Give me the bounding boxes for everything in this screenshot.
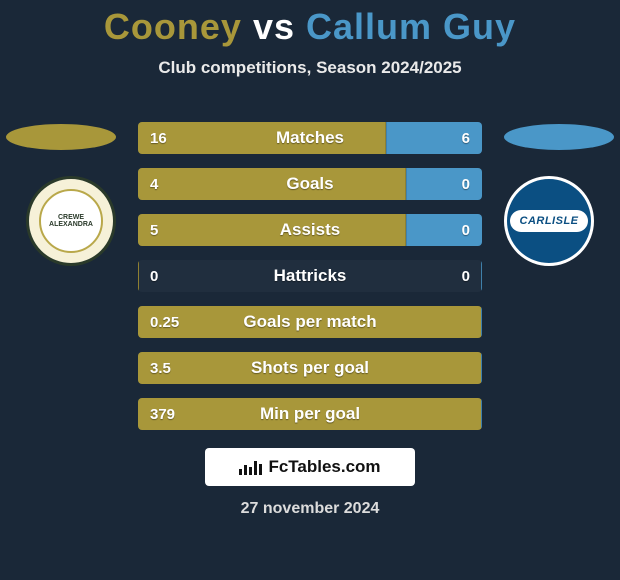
bar-fill-left <box>138 168 406 200</box>
stat-value-left: 4 <box>150 168 158 200</box>
stat-value-left: 3.5 <box>150 352 171 384</box>
club-badge-left-inner: CREWE ALEXANDRA <box>39 189 103 253</box>
stat-row: Assists50 <box>138 214 482 246</box>
bar-fill-right <box>406 168 482 200</box>
bar-fill-right <box>481 306 482 338</box>
bar-fill-left <box>138 122 386 154</box>
player2-name: Callum Guy <box>306 6 516 47</box>
bar-fill-right <box>481 352 482 384</box>
player2-ellipse <box>504 124 614 150</box>
stat-row: Shots per goal3.5 <box>138 352 482 384</box>
stat-value-left: 0.25 <box>150 306 179 338</box>
stat-value-left: 0 <box>150 260 158 292</box>
footer-date: 27 november 2024 <box>0 500 620 518</box>
stat-value-right: 0 <box>462 214 470 246</box>
club-badge-right-stripe: CARLISLE <box>510 210 588 232</box>
bar-fill-left <box>138 214 406 246</box>
bar-fill-left <box>138 352 482 384</box>
stat-value-left: 5 <box>150 214 158 246</box>
stat-value-left: 379 <box>150 398 175 430</box>
bar-fill-left <box>138 306 482 338</box>
player1-ellipse <box>6 124 116 150</box>
stat-value-right: 0 <box>462 168 470 200</box>
bar-fill-left <box>138 260 139 292</box>
subtitle: Club competitions, Season 2024/2025 <box>0 58 620 78</box>
club-badge-right: CARLISLE <box>504 176 594 266</box>
stat-row: Matches166 <box>138 122 482 154</box>
bar-fill-left <box>138 398 482 430</box>
brand-badge: FcTables.com <box>205 448 415 486</box>
bars-icon <box>239 459 262 475</box>
bar-fill-right <box>481 398 482 430</box>
bar-fill-right <box>481 260 482 292</box>
brand-text: FcTables.com <box>268 457 380 477</box>
stat-label: Hattricks <box>138 260 482 292</box>
club-badge-left: CREWE ALEXANDRA <box>26 176 116 266</box>
comparison-infographic: Cooney vs Callum Guy Club competitions, … <box>0 0 620 580</box>
stat-value-right: 6 <box>462 122 470 154</box>
bar-fill-right <box>406 214 482 246</box>
stat-row: Hattricks0 0 <box>138 260 482 292</box>
vs-label: vs <box>253 6 295 47</box>
stat-value-right: 0 <box>462 260 470 292</box>
stat-bars: Matches166Goals40Assists50Hattricks00Goa… <box>138 122 482 444</box>
player1-name: Cooney <box>104 6 242 47</box>
stat-row: Goals per match0.25 <box>138 306 482 338</box>
title-row: Cooney vs Callum Guy <box>0 6 620 48</box>
stat-row: Goals40 <box>138 168 482 200</box>
stat-row: Min per goal379 <box>138 398 482 430</box>
stat-value-left: 16 <box>150 122 167 154</box>
